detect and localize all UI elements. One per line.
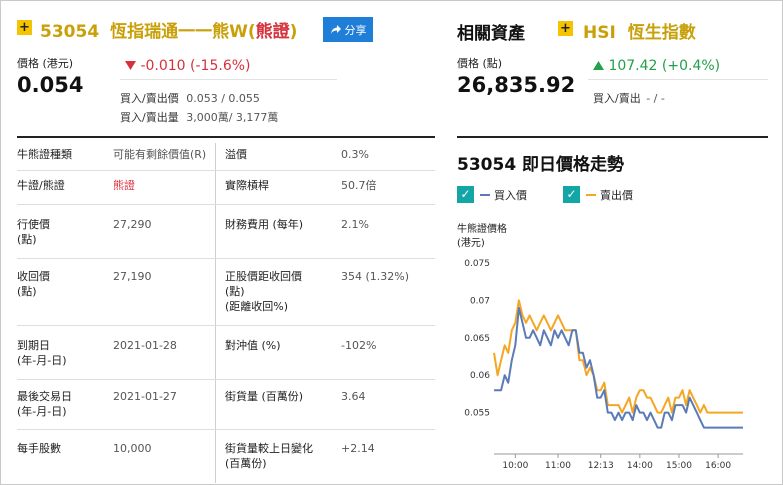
y-axis-label: (港元) (457, 237, 485, 249)
detail-label: 對沖值 (%) (225, 339, 281, 352)
related-asset-name[interactable]: HSI 恆生指數 (583, 18, 696, 43)
table-row-divider (17, 170, 435, 171)
related-asset-fullname: 恆生指數 (627, 23, 696, 43)
detail-label: 每手股數 (17, 442, 61, 455)
legend-bid: 買入價 (480, 187, 527, 203)
x-tick-label: 16:00 (705, 461, 731, 471)
related-asset-title: 相關資產 (457, 24, 525, 44)
related-bid-ask-row: 買入/賣出 - / - (593, 90, 665, 106)
section-divider-right (457, 136, 768, 138)
warrant-title: 53054 恆指瑞通一一熊W(熊證) (40, 17, 297, 42)
detail-label: 財務費用 (每年) (225, 218, 304, 231)
detail-label: 街貨量較上日變化 (百萬份) (225, 442, 313, 470)
detail-label: 牛證/熊證 (17, 179, 65, 192)
add-related-icon[interactable]: + (558, 21, 573, 36)
detail-value: 熊證 (113, 179, 135, 192)
share-label: 分享 (344, 23, 367, 37)
warrant-type: 熊證 (255, 22, 290, 42)
warrant-change-value: -0.010 (-15.6%) (140, 58, 251, 74)
series-line-bid (494, 306, 743, 429)
warrant-type-close: ) (289, 22, 298, 42)
detail-label: 實際槓桿 (225, 179, 269, 192)
x-tick-label: 11:00 (545, 461, 571, 471)
bid-ask-label: 買入/賣出價 (120, 92, 179, 105)
share-button[interactable]: 分享 (323, 17, 373, 42)
y-tick-label: 0.075 (464, 259, 490, 269)
section-divider-left (17, 136, 435, 138)
detail-value: 27,290 (113, 218, 152, 231)
x-tick-label: 15:00 (666, 461, 692, 471)
legend-bid-label: 買入價 (494, 189, 527, 202)
detail-value: 2021-01-27 (113, 390, 177, 403)
share-arrow-icon (330, 25, 341, 34)
detail-value: 10,000 (113, 442, 152, 455)
warrant-change: -0.010 (-15.6%) (125, 58, 250, 74)
detail-label: 正股價距收回價 (點) (距離收回%) (225, 270, 302, 313)
table-row-divider (17, 429, 435, 430)
legend-ask-swatch (586, 194, 596, 196)
table-row-divider (17, 325, 435, 326)
warrant-code: 53054 (40, 22, 100, 42)
detail-label: 溢價 (225, 148, 247, 161)
bid-ask-value: 0.053 / 0.055 (186, 92, 260, 105)
legend-ask-label: 賣出價 (600, 189, 633, 202)
detail-label: 行使價 (點) (17, 218, 50, 246)
x-tick-label: 10:00 (502, 461, 528, 471)
table-row-divider (17, 258, 435, 259)
detail-value: 27,190 (113, 270, 152, 283)
y-tick-label: 0.065 (464, 334, 490, 344)
legend-bid-swatch (480, 194, 490, 196)
related-price-label: 價格 (點) (457, 57, 503, 70)
detail-value: 2021-01-28 (113, 339, 177, 352)
divider (120, 79, 337, 80)
related-asset-code: HSI (583, 23, 616, 43)
series-line-ask (493, 299, 743, 414)
detail-value: 2.1% (341, 218, 369, 231)
bid-ask-vol-label: 買入/賣出量 (120, 111, 179, 124)
warrant-type-open: ( (247, 22, 256, 42)
related-bid-ask-label: 買入/賣出 (593, 92, 641, 105)
warrant-price: 0.054 (17, 73, 84, 97)
detail-value: 可能有剩餘價值(R) (113, 148, 207, 161)
detail-label: 收回價 (點) (17, 270, 50, 298)
add-watchlist-icon[interactable]: + (17, 20, 32, 35)
triangle-down-icon (125, 61, 136, 70)
table-column-divider (215, 143, 216, 483)
y-tick-label: 0.055 (464, 409, 490, 419)
detail-value: 3.64 (341, 390, 366, 403)
detail-value: +2.14 (341, 442, 375, 455)
table-row-divider (17, 204, 435, 205)
detail-value: 354 (1.32%) (341, 270, 410, 283)
bid-ask-row: 買入/賣出價 0.053 / 0.055 (120, 90, 260, 106)
detail-label: 到期日 (年-月-日) (17, 339, 67, 367)
chart-title: 53054 即日價格走勢 (457, 155, 625, 175)
y-tick-label: 0.07 (470, 296, 490, 306)
y-axis-label: 牛熊證價格 (457, 222, 507, 235)
bid-ask-vol-row: 買入/賣出量 3,000萬/ 3,177萬 (120, 109, 278, 125)
related-price: 26,835.92 (457, 73, 576, 97)
table-row-divider (17, 379, 435, 380)
related-change: 107.42 (+0.4%) (593, 58, 720, 74)
x-tick-label: 14:00 (627, 461, 653, 471)
bid-ask-vol-value: 3,000萬/ 3,177萬 (186, 111, 279, 124)
price-chart: 牛熊證價格 (港元) 0.075 0.07 0.065 0.06 0.055 10:00 11:… (457, 222, 743, 471)
detail-label: 街貨量 (百萬份) (225, 390, 304, 403)
legend-ask: 賣出價 (586, 187, 633, 203)
warrant-name: 恆指瑞通一一熊W (110, 22, 248, 42)
price-label: 價格 (港元) (17, 57, 74, 70)
detail-value: 50.7倍 (341, 179, 377, 192)
ask-series-checkbox[interactable]: ✓ (563, 186, 580, 203)
x-tick-label: 12:13 (588, 461, 614, 471)
divider (588, 79, 768, 80)
detail-value: 0.3% (341, 148, 369, 161)
detail-label: 最後交易日 (年-月-日) (17, 390, 72, 418)
bid-series-checkbox[interactable]: ✓ (457, 186, 474, 203)
detail-value: -102% (341, 339, 377, 352)
related-bid-ask-value: - / - (646, 92, 665, 105)
detail-label: 牛熊證種類 (17, 148, 72, 161)
triangle-up-icon (593, 61, 604, 70)
related-change-value: 107.42 (+0.4%) (608, 58, 721, 74)
y-tick-label: 0.06 (470, 371, 490, 381)
